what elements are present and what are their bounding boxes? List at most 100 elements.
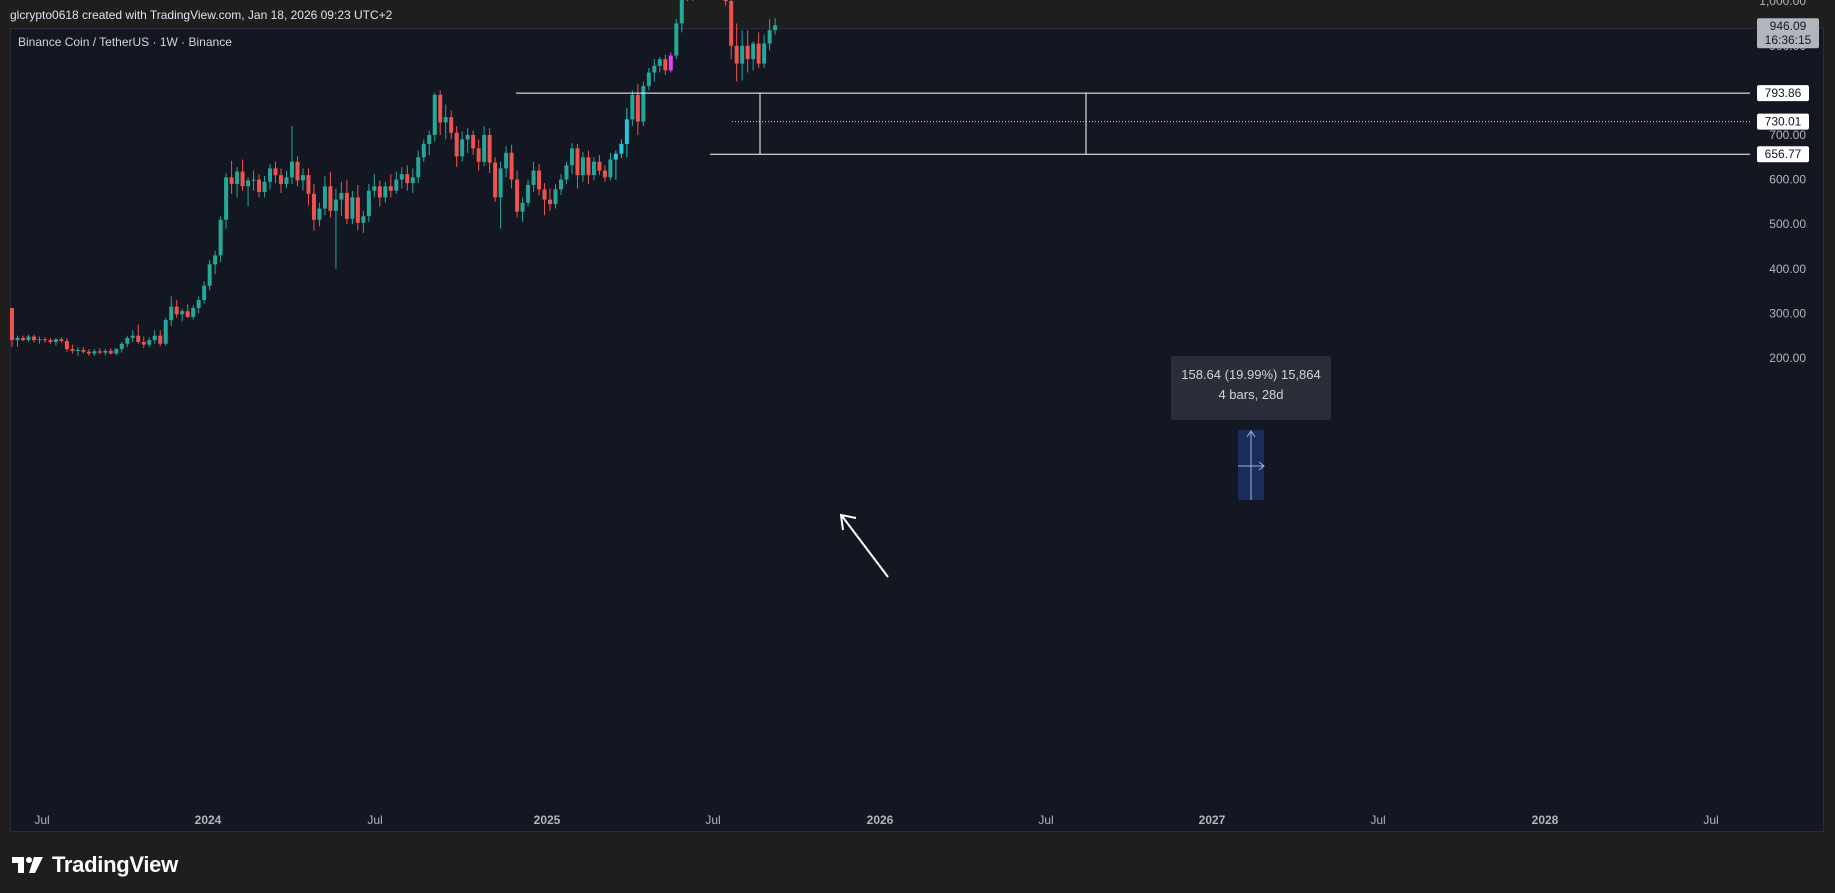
candle-body — [751, 43, 756, 60]
time-tick-label: Jul — [34, 813, 49, 827]
countdown-label: 16:36:15 — [1765, 33, 1812, 47]
time-tick-label: Jul — [1703, 813, 1718, 827]
time-tick-label: Jul — [1038, 813, 1053, 827]
candle-body — [509, 152, 514, 180]
candle-body — [268, 168, 273, 182]
candle-body — [48, 340, 53, 342]
candle-body — [273, 168, 278, 176]
annotation-arrow — [841, 515, 889, 578]
candle-body — [92, 351, 97, 354]
candle-body — [619, 143, 624, 154]
candle-body — [657, 59, 662, 66]
candle-body — [537, 170, 542, 190]
candle-body — [229, 177, 234, 185]
candle-body — [141, 341, 146, 345]
price-tick-label: 400.00 — [1769, 262, 1806, 276]
last-price-label: 946.09 — [1770, 19, 1807, 33]
candle-body — [246, 180, 251, 187]
candle-body — [185, 311, 190, 317]
chart-panel[interactable] — [10, 28, 1824, 832]
candle-body — [295, 161, 300, 181]
price-tick-label: 300.00 — [1769, 306, 1806, 320]
candle-body — [169, 306, 174, 321]
candle-body — [504, 152, 509, 169]
time-tick-label: 2027 — [1199, 813, 1226, 827]
candle-body — [251, 179, 256, 181]
candle-body — [355, 197, 360, 223]
candle-body — [652, 65, 657, 73]
tradingview-logo[interactable]: TradingView — [10, 850, 178, 880]
annotation-arrow-head — [839, 513, 857, 531]
candle-body — [663, 59, 668, 71]
candle-body — [311, 193, 316, 220]
candle-body — [542, 189, 547, 200]
candle-body — [114, 349, 119, 354]
candle-body — [119, 343, 124, 350]
candle-body — [548, 199, 553, 205]
candle-body — [174, 306, 179, 315]
candle-body — [196, 300, 201, 309]
candle-body — [207, 264, 212, 286]
measure-arrow-head — [1258, 461, 1265, 471]
candle-body — [147, 340, 152, 345]
candle-body — [745, 45, 750, 60]
candle-body — [344, 192, 349, 219]
price-tick-label: 200.00 — [1769, 351, 1806, 365]
time-tick-label: 2024 — [195, 813, 222, 827]
candle-body — [366, 190, 371, 217]
candle-body — [498, 168, 503, 198]
symbol-title[interactable]: Binance Coin / TetherUS · 1W · Binance — [18, 35, 232, 49]
candle-body — [597, 161, 602, 171]
candle-body — [399, 174, 404, 180]
candle-body — [734, 45, 739, 64]
candle-body — [493, 162, 498, 198]
candle-body — [333, 199, 338, 211]
candle-body — [756, 43, 761, 64]
candle-body — [257, 179, 262, 193]
tradingview-logo-icon — [12, 857, 43, 873]
candle-body — [580, 157, 585, 176]
candle-body — [317, 208, 322, 220]
last-price-badge — [1757, 18, 1819, 49]
candle-body — [773, 25, 778, 31]
price-level-label: 656.77 — [1765, 147, 1802, 161]
price-tick-label: 600.00 — [1769, 173, 1806, 187]
candle-body — [416, 157, 421, 178]
candle-body — [762, 43, 767, 64]
candle-body — [482, 134, 487, 162]
candle-body — [289, 161, 294, 178]
candle-body — [64, 341, 69, 350]
candle-body — [674, 23, 679, 56]
candle-body — [553, 189, 558, 205]
price-axis[interactable]: 1,800.001,700.001,600.001,500.001,400.00… — [1757, 0, 1819, 365]
candle-body — [75, 349, 80, 351]
price-level-badge — [1757, 146, 1809, 163]
candle-body — [163, 320, 168, 344]
candle-body — [218, 219, 223, 256]
candle-body — [97, 351, 102, 353]
candle-body — [108, 350, 113, 354]
candle-body — [284, 177, 289, 185]
candle-body — [37, 339, 42, 341]
candle-body — [487, 134, 492, 163]
candle-body — [279, 175, 284, 185]
price-level-label: 793.86 — [1765, 86, 1802, 100]
price-level-badge — [1757, 85, 1809, 102]
time-axis[interactable]: Jul 2024 Jul 2025 Jul 2026 Jul 2027 Jul 2028 Jul — [34, 813, 1718, 827]
candle-body — [70, 349, 75, 351]
candle-body — [339, 192, 344, 200]
candle-body — [575, 148, 580, 176]
candle-body — [723, 0, 728, 2]
attribution-text: glcrypto0618 created with TradingView.co… — [10, 8, 393, 22]
tradingview-brand: TradingView — [52, 852, 178, 877]
candle-body — [591, 161, 596, 176]
candle-body — [10, 308, 14, 341]
candle-body — [42, 339, 47, 341]
measure-tooltip: 158.64 (19.99%) 15,864 4 bars, 28d — [1171, 356, 1331, 420]
candle-body — [383, 186, 388, 198]
candle-body — [471, 134, 476, 149]
candle-body — [443, 117, 448, 123]
candle-body — [328, 186, 333, 211]
candle-body — [350, 197, 355, 219]
